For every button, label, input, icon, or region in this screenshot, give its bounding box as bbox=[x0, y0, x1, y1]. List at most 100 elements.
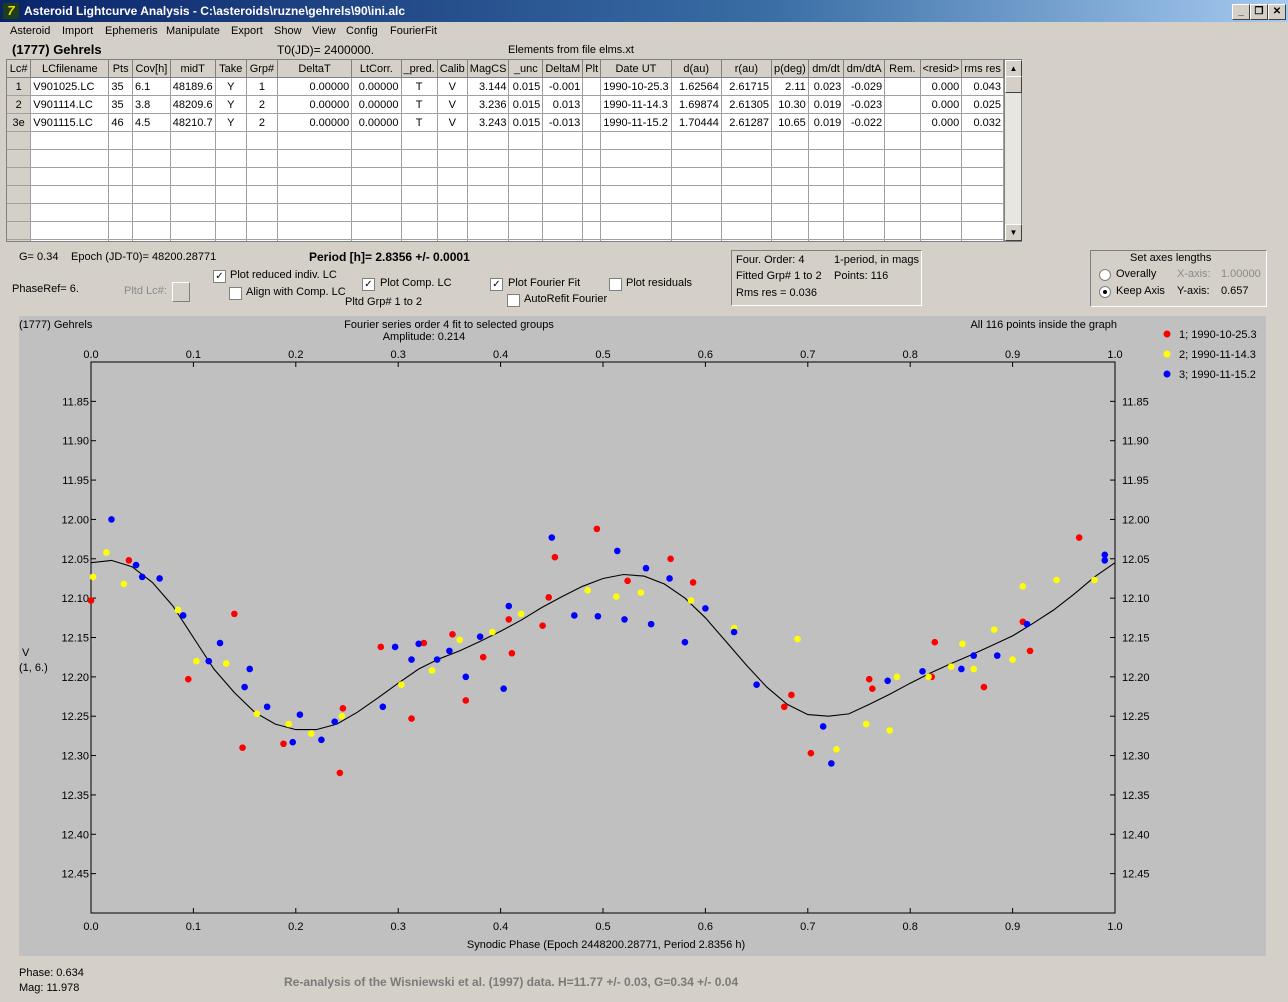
table-cell[interactable] bbox=[246, 239, 278, 241]
table-cell[interactable] bbox=[843, 221, 886, 240]
table-cell[interactable] bbox=[961, 185, 1004, 204]
scroll-down-button[interactable]: ▼ bbox=[1005, 224, 1022, 241]
table-cell[interactable]: 35 bbox=[108, 95, 133, 114]
table-row[interactable]: 3e V901115.LC 46 4.5 48210.7 Y 2 0.00000 0.00000… bbox=[7, 113, 1004, 132]
table-cell[interactable] bbox=[721, 131, 772, 150]
menu-fourierfit[interactable]: FourierFit bbox=[390, 25, 438, 37]
table-cell[interactable] bbox=[108, 167, 133, 186]
table-cell[interactable] bbox=[246, 149, 278, 168]
menu-config[interactable]: Config bbox=[346, 25, 378, 37]
col-header[interactable]: LCfilename bbox=[30, 60, 110, 78]
row-header[interactable] bbox=[7, 131, 32, 150]
table-cell[interactable] bbox=[277, 203, 353, 222]
table-cell[interactable] bbox=[884, 131, 921, 150]
col-header[interactable]: midT bbox=[170, 60, 216, 78]
table-cell[interactable]: V bbox=[437, 113, 468, 132]
menu-show[interactable]: Show bbox=[274, 25, 302, 37]
table-cell[interactable] bbox=[108, 239, 133, 241]
table-cell[interactable] bbox=[843, 185, 886, 204]
table-cell[interactable] bbox=[961, 131, 1004, 150]
table-cell[interactable] bbox=[542, 221, 584, 240]
plot-reduced-checkbox[interactable]: ✓ bbox=[213, 270, 226, 283]
col-header[interactable]: Cov[h] bbox=[132, 60, 171, 78]
col-header[interactable]: Date UT bbox=[600, 60, 672, 78]
table-cell[interactable]: T bbox=[401, 77, 438, 96]
table-cell[interactable] bbox=[582, 239, 602, 241]
table-cell[interactable]: -0.022 bbox=[843, 113, 886, 132]
col-header[interactable]: MagCS bbox=[467, 60, 510, 78]
table-cell[interactable]: T bbox=[401, 113, 438, 132]
table-cell[interactable] bbox=[467, 221, 510, 240]
table-cell[interactable] bbox=[582, 149, 602, 168]
table-cell[interactable] bbox=[808, 239, 845, 241]
table-cell[interactable] bbox=[170, 149, 216, 168]
table-cell[interactable] bbox=[30, 221, 110, 240]
table-cell[interactable] bbox=[808, 149, 845, 168]
col-header[interactable]: DeltaT bbox=[277, 60, 353, 78]
table-cell[interactable] bbox=[351, 221, 402, 240]
table-cell[interactable] bbox=[582, 77, 602, 96]
plot-comp-checkbox[interactable]: ✓ bbox=[362, 278, 375, 291]
table-cell[interactable] bbox=[771, 203, 809, 222]
table-cell[interactable] bbox=[920, 167, 963, 186]
pltd-lc-spinner[interactable] bbox=[172, 282, 190, 302]
col-header[interactable]: Pts bbox=[108, 60, 133, 78]
table-cell[interactable]: 0.015 bbox=[508, 95, 544, 114]
table-cell[interactable] bbox=[808, 185, 845, 204]
table-row[interactable] bbox=[7, 167, 1004, 186]
table-cell[interactable] bbox=[600, 185, 672, 204]
table-cell[interactable]: 0.00000 bbox=[277, 95, 353, 114]
table-cell[interactable] bbox=[884, 203, 921, 222]
table-cell[interactable]: 3.243 bbox=[467, 113, 510, 132]
table-cell[interactable] bbox=[108, 149, 133, 168]
table-scrollbar[interactable]: ▲ ▼ bbox=[1004, 59, 1022, 242]
table-cell[interactable] bbox=[467, 131, 510, 150]
table-cell[interactable]: -0.013 bbox=[542, 113, 584, 132]
table-cell[interactable] bbox=[671, 203, 722, 222]
col-header[interactable]: Rem. bbox=[884, 60, 921, 78]
table-cell[interactable] bbox=[920, 221, 963, 240]
table-cell[interactable] bbox=[401, 203, 438, 222]
table-row[interactable] bbox=[7, 221, 1004, 240]
table-row[interactable]: 2 V901114.LC 35 3.8 48209.6 Y 2 0.00000 0.00000 T… bbox=[7, 95, 1004, 114]
table-row[interactable] bbox=[7, 185, 1004, 204]
table-cell[interactable] bbox=[30, 149, 110, 168]
table-cell[interactable] bbox=[671, 221, 722, 240]
table-row[interactable] bbox=[7, 131, 1004, 150]
table-cell[interactable] bbox=[132, 221, 171, 240]
table-cell[interactable] bbox=[582, 95, 602, 114]
table-cell[interactable] bbox=[582, 203, 602, 222]
table-cell[interactable]: 0.015 bbox=[508, 77, 544, 96]
row-header[interactable] bbox=[7, 239, 32, 241]
table-cell[interactable]: 0.043 bbox=[961, 77, 1004, 96]
col-header[interactable]: p(deg) bbox=[771, 60, 809, 78]
table-cell[interactable] bbox=[437, 239, 468, 241]
restore-button[interactable]: ❐ bbox=[1250, 4, 1268, 20]
table-cell[interactable] bbox=[671, 167, 722, 186]
table-cell[interactable] bbox=[215, 149, 248, 168]
table-cell[interactable]: T bbox=[401, 95, 438, 114]
table-cell[interactable]: 2.11 bbox=[771, 77, 809, 96]
table-cell[interactable] bbox=[961, 149, 1004, 168]
table-cell[interactable] bbox=[508, 185, 544, 204]
table-cell[interactable] bbox=[843, 149, 886, 168]
table-cell[interactable]: 0.015 bbox=[508, 113, 544, 132]
table-cell[interactable] bbox=[215, 221, 248, 240]
table-cell[interactable] bbox=[600, 167, 672, 186]
table-cell[interactable] bbox=[132, 239, 171, 241]
row-header[interactable] bbox=[7, 149, 32, 168]
table-cell[interactable] bbox=[108, 221, 133, 240]
col-header[interactable]: d(au) bbox=[671, 60, 722, 78]
table-cell[interactable]: 48189.6 bbox=[170, 77, 216, 96]
table-cell[interactable] bbox=[437, 221, 468, 240]
align-checkbox[interactable] bbox=[229, 287, 242, 300]
keep-axis-radio[interactable] bbox=[1099, 286, 1111, 298]
table-cell[interactable] bbox=[920, 203, 963, 222]
table-cell[interactable] bbox=[246, 167, 278, 186]
table-cell[interactable] bbox=[277, 167, 353, 186]
table-cell[interactable] bbox=[920, 131, 963, 150]
table-cell[interactable] bbox=[771, 167, 809, 186]
table-cell[interactable] bbox=[401, 239, 438, 241]
table-cell[interactable] bbox=[170, 239, 216, 241]
table-cell[interactable] bbox=[600, 149, 672, 168]
